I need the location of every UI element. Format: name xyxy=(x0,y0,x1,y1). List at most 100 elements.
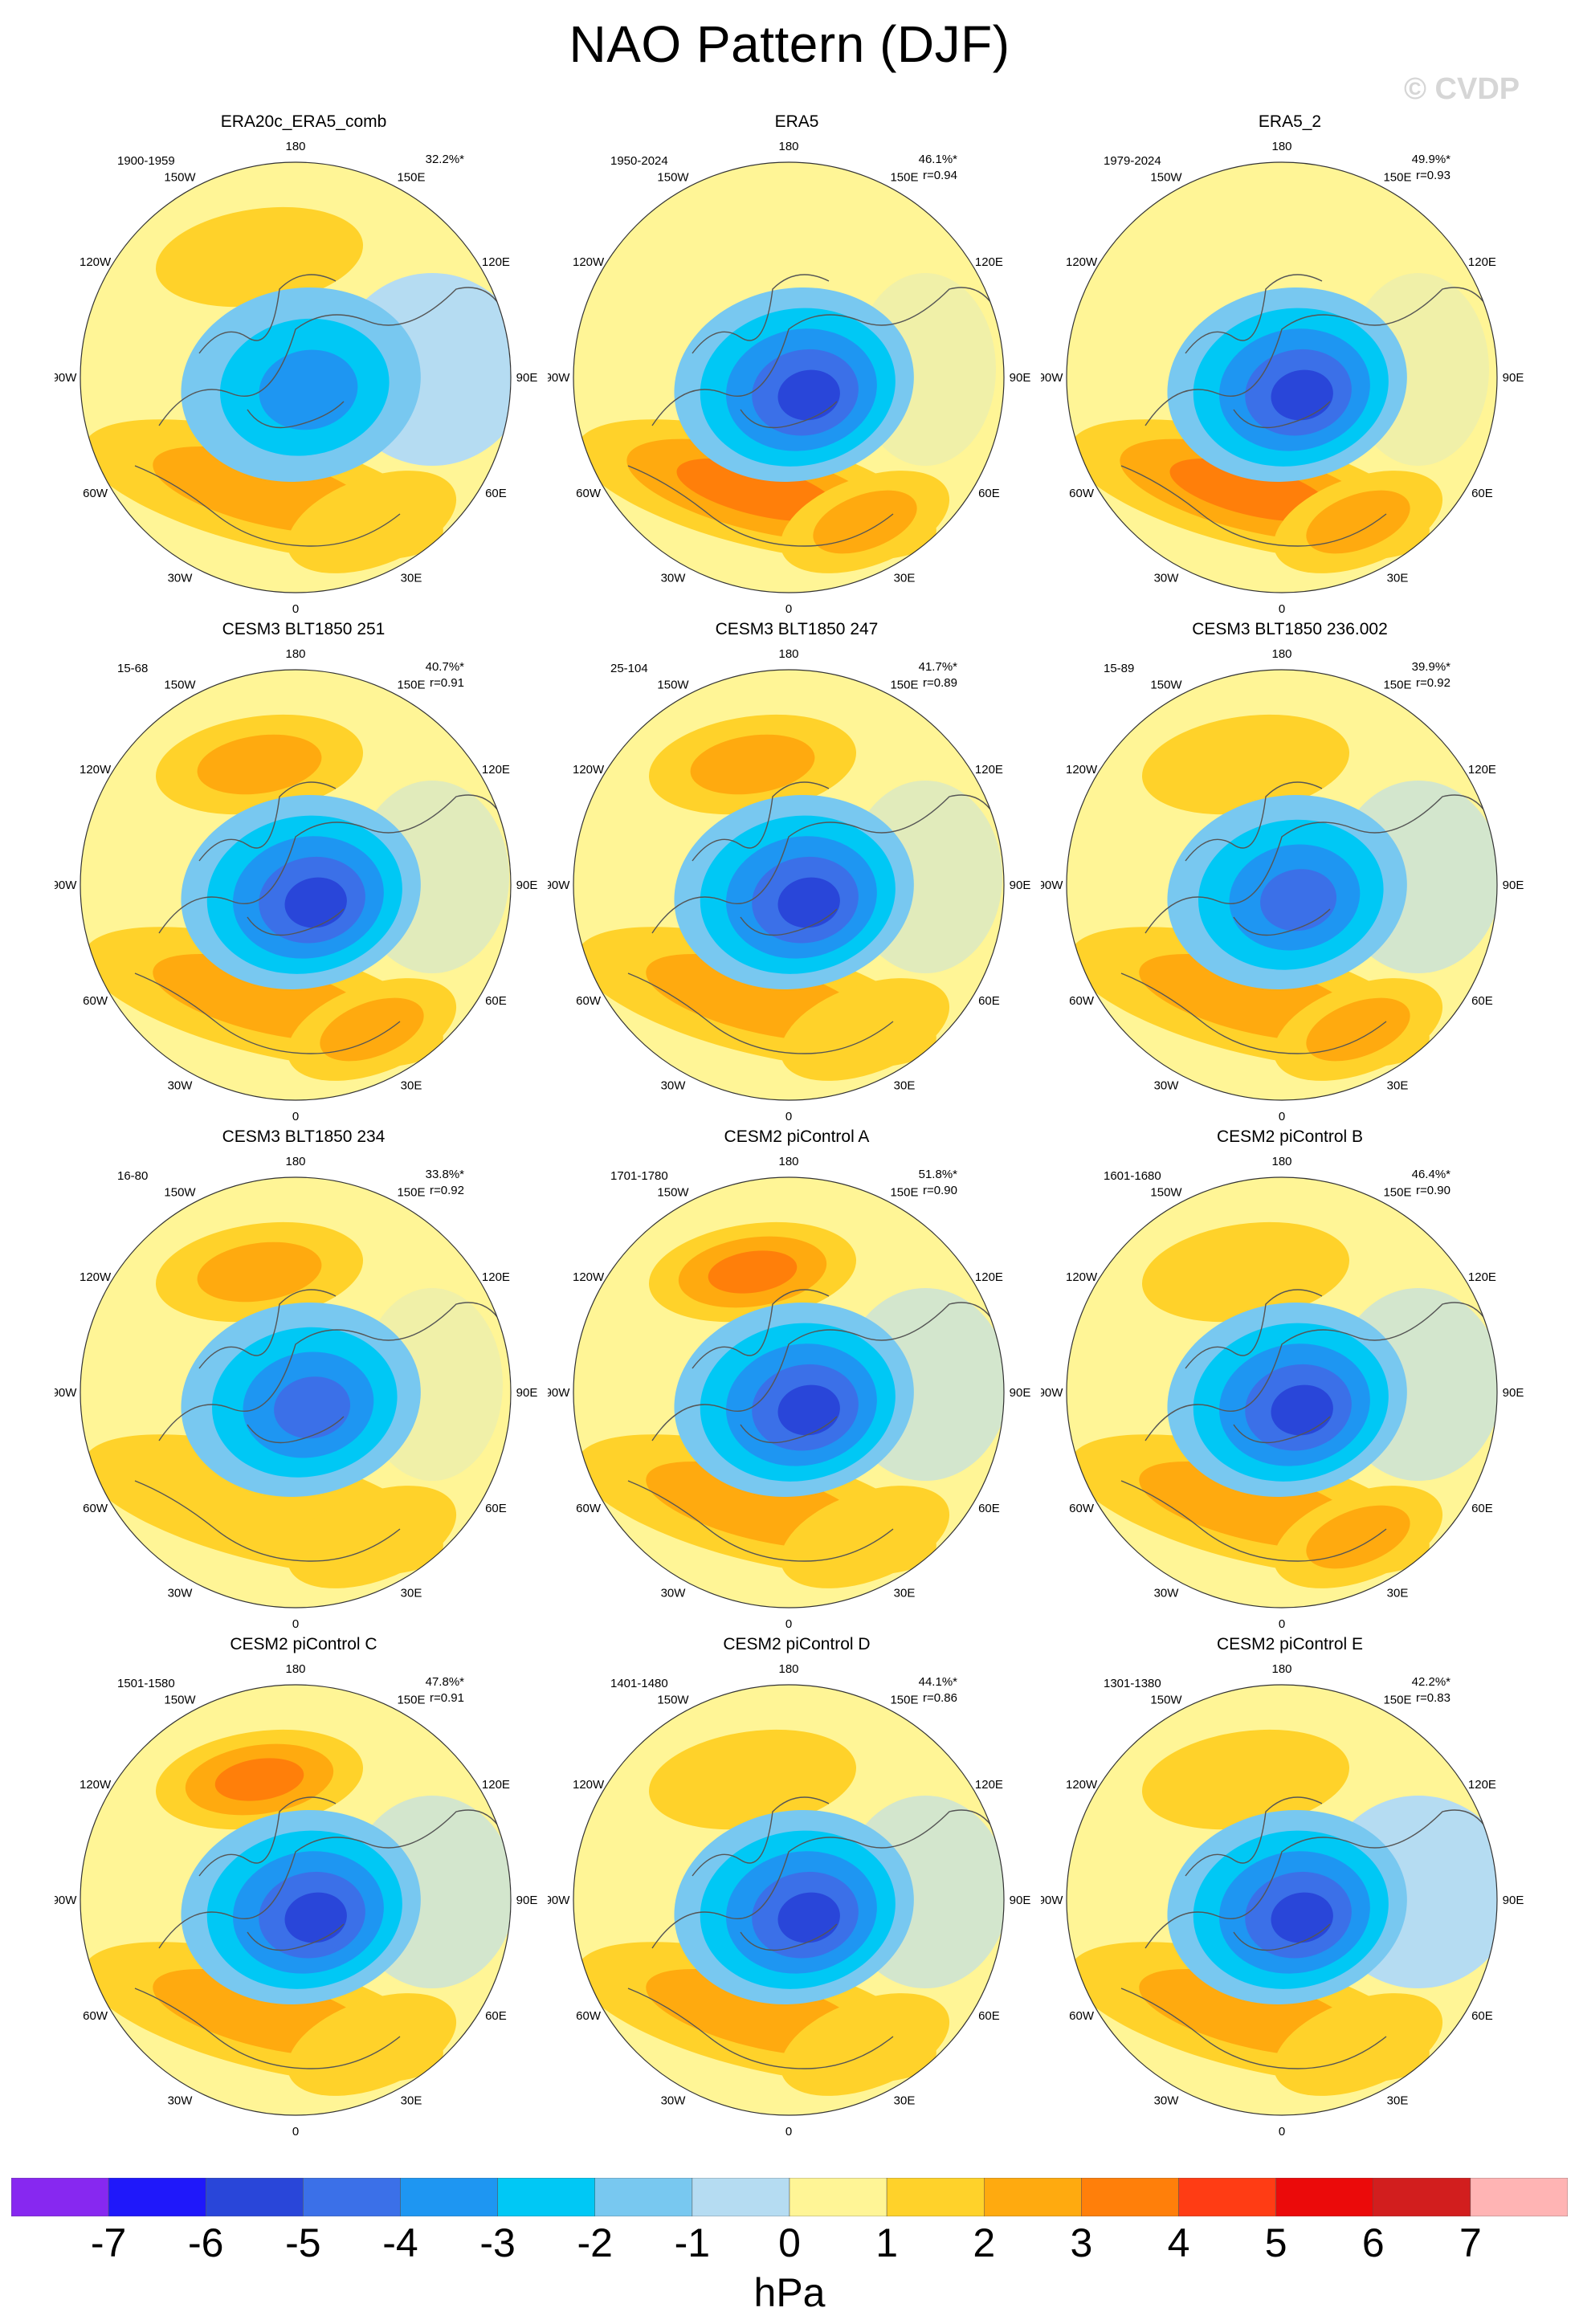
longitude-label: 180 xyxy=(1271,647,1291,661)
longitude-label: 150E xyxy=(890,1186,918,1200)
longitude-label: 120W xyxy=(1066,1270,1098,1284)
arctic-low-contour xyxy=(1271,1892,1333,1943)
longitude-label: 60E xyxy=(1471,2009,1493,2023)
map-panel: CESM2 piControl A 1701-1780 51.8%* r=0.90 18… xyxy=(548,1127,1046,1631)
coastline xyxy=(134,274,505,547)
map-boundary xyxy=(80,1176,512,1608)
longitude-label: 90W xyxy=(55,1894,77,1907)
longitude-label: 120W xyxy=(80,763,112,777)
longitude-label: 90W xyxy=(55,371,77,385)
longitude-label: 180 xyxy=(285,1662,305,1676)
pacific-high-contour xyxy=(214,1758,304,1801)
panel-title: CESM3 BLT1850 247 xyxy=(715,620,879,638)
europe-high-contour xyxy=(1306,490,1410,554)
colorbar-tick-label: 4 xyxy=(1167,2220,1190,2265)
longitude-label: 150W xyxy=(164,1694,196,1707)
longitude-label: 90W xyxy=(55,879,77,892)
map-panel: ERA20c_ERA5_comb 1900-1959 32.2%* 180 150E 12… xyxy=(55,112,553,616)
map-boundary xyxy=(1066,669,1498,1101)
longitude-label: 30E xyxy=(894,2094,916,2107)
longitude-label: 120W xyxy=(573,1270,605,1284)
polar-map: 180 150E 120E 90E 60E 30E 0 30W 60W 90W 120W 150W xyxy=(1041,1155,1524,1631)
coastline xyxy=(1120,1289,1491,1562)
longitude-label: 0 xyxy=(785,602,792,616)
longitude-label: 120W xyxy=(80,255,112,269)
longitude-label: 30E xyxy=(1387,1586,1409,1600)
longitude-label: 150E xyxy=(890,171,918,185)
longitude-label: 60E xyxy=(978,2009,1000,2023)
longitude-label: 0 xyxy=(1279,1617,1285,1631)
panel-title: ERA5_2 xyxy=(1258,112,1322,131)
pacific-high-contour xyxy=(1141,1729,1350,1830)
colorbar-swatches xyxy=(11,2178,1568,2216)
longitude-label: 60E xyxy=(485,994,507,1008)
longitude-label: 180 xyxy=(778,1662,798,1676)
pacific-high-contour xyxy=(197,734,322,795)
longitude-label: 120E xyxy=(482,1778,510,1792)
longitude-label: 90W xyxy=(55,1386,77,1400)
longitude-label: 180 xyxy=(1271,1662,1291,1676)
longitude-label: 150E xyxy=(397,1694,425,1707)
panel-title: CESM3 BLT1850 234 xyxy=(222,1127,386,1146)
colorbar-swatch xyxy=(1373,2178,1471,2216)
coastline xyxy=(134,1796,505,2069)
panel-variance: 47.8%* xyxy=(425,1675,464,1689)
longitude-label: 150E xyxy=(1383,1694,1411,1707)
longitude-label: 0 xyxy=(785,2125,792,2138)
map-boundary xyxy=(80,161,512,593)
longitude-label: 0 xyxy=(292,602,299,616)
longitude-label: 120E xyxy=(975,1778,1003,1792)
longitude-label: 90W xyxy=(548,1386,570,1400)
panel-correlation: r=0.89 xyxy=(923,676,957,690)
longitude-label: 30E xyxy=(401,571,422,585)
panel-period: 15-68 xyxy=(117,662,149,675)
longitude-label: 120W xyxy=(1066,763,1098,777)
arctic-low-contour xyxy=(777,369,840,421)
longitude-label: 150E xyxy=(397,679,425,692)
colorbar-swatch xyxy=(886,2178,985,2216)
longitude-label: 150W xyxy=(164,1186,196,1200)
europe-high-contour xyxy=(1306,997,1410,1062)
longitude-label: 180 xyxy=(1271,1155,1291,1168)
longitude-label: 30W xyxy=(661,2094,687,2107)
europe-high-contour xyxy=(780,1993,950,2096)
longitude-label: 60E xyxy=(978,487,1000,500)
atlantic-high-contour xyxy=(676,458,837,522)
longitude-label: 60W xyxy=(1069,487,1095,500)
longitude-label: 60W xyxy=(1069,994,1095,1008)
panel-variance: 46.4%* xyxy=(1411,1168,1450,1181)
panel-title: CESM2 piControl E xyxy=(1216,1635,1364,1653)
arctic-low-contour xyxy=(1271,1384,1333,1436)
longitude-label: 120E xyxy=(482,255,510,269)
coastline xyxy=(134,1289,505,1562)
longitude-label: 120E xyxy=(1468,1778,1496,1792)
longitude-label: 150E xyxy=(890,679,918,692)
europe-high-contour xyxy=(780,1486,950,1588)
longitude-label: 0 xyxy=(1279,602,1285,616)
panel-variance: 46.1%* xyxy=(918,153,957,166)
panel-period: 16-80 xyxy=(117,1169,149,1183)
colorbar-swatch xyxy=(1081,2178,1179,2216)
longitude-label: 150W xyxy=(657,171,689,185)
longitude-label: 60E xyxy=(1471,994,1493,1008)
longitude-label: 30W xyxy=(168,571,194,585)
colorbar-swatch xyxy=(594,2178,693,2216)
colorbar-tick-label: 7 xyxy=(1459,2220,1482,2265)
colorbar-tick-label: 6 xyxy=(1361,2220,1385,2265)
longitude-label: 90W xyxy=(548,879,570,892)
longitude-label: 90W xyxy=(1041,1386,1063,1400)
panel-variance: 51.8%* xyxy=(918,1168,957,1181)
longitude-label: 120W xyxy=(80,1778,112,1792)
panel-title: CESM3 BLT1850 251 xyxy=(222,620,386,638)
panel-period: 25-104 xyxy=(610,662,648,675)
longitude-label: 90E xyxy=(1010,371,1031,385)
longitude-label: 150E xyxy=(397,1186,425,1200)
longitude-label: 120W xyxy=(80,1270,112,1284)
arctic-low-contour xyxy=(777,1892,840,1943)
colorbar-swatch xyxy=(497,2178,595,2216)
longitude-label: 120E xyxy=(482,1270,510,1284)
panel-title: CESM2 piControl A xyxy=(724,1127,870,1146)
longitude-label: 30E xyxy=(401,2094,422,2107)
polar-map: 180 150E 120E 90E 60E 30E 0 30W 60W 90W 120W 150W xyxy=(55,647,537,1123)
panel-period: 1950-2024 xyxy=(610,154,668,168)
